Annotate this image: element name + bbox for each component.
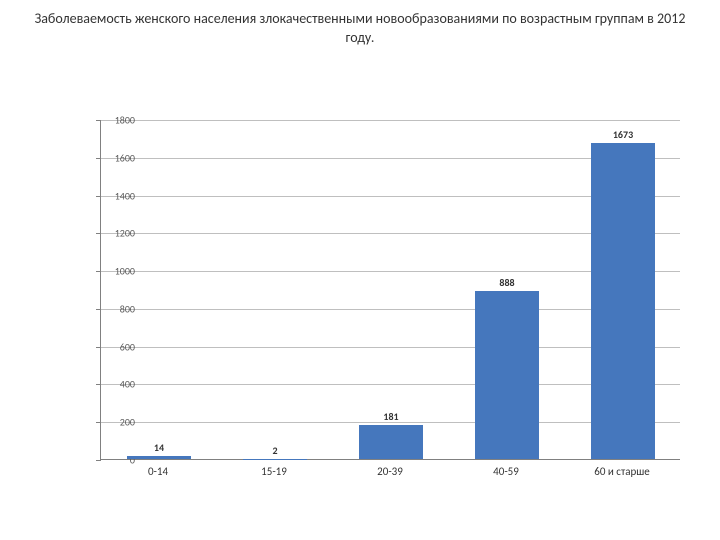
y-tick-label: 600 (95, 340, 135, 353)
bar (359, 425, 423, 459)
x-tick-label: 60 и старше (594, 465, 650, 478)
bar-value-label: 1673 (613, 128, 633, 144)
chart-title: Заболеваемость женского населения злокач… (30, 10, 690, 48)
x-tick-label: 40-59 (493, 465, 519, 478)
y-tick-label: 400 (95, 378, 135, 391)
y-tick-label: 1800 (95, 114, 135, 127)
bar (475, 291, 539, 459)
y-tick-label: 1600 (95, 151, 135, 164)
y-tick-label: 200 (95, 416, 135, 429)
x-tick-label: 15-19 (261, 465, 287, 478)
y-tick-label: 1000 (95, 265, 135, 278)
y-tick-label: 800 (95, 302, 135, 315)
bar-value-label: 14 (154, 441, 164, 457)
page: Заболеваемость женского населения злокач… (0, 0, 720, 540)
y-tick-label: 1200 (95, 227, 135, 240)
x-tick-label: 20-39 (377, 465, 403, 478)
bar (591, 143, 655, 459)
bar-value-label: 181 (383, 410, 398, 426)
plot-area: 0200400600800100012001400160018001421818… (100, 120, 680, 460)
y-tick-label: 1400 (95, 189, 135, 202)
x-tick-label: 0-14 (148, 465, 168, 478)
bar-value-label: 888 (499, 276, 514, 292)
grid-line (101, 120, 680, 121)
chart-area: 0200400600800100012001400160018001421818… (60, 120, 680, 490)
bar-value-label: 2 (272, 444, 277, 460)
